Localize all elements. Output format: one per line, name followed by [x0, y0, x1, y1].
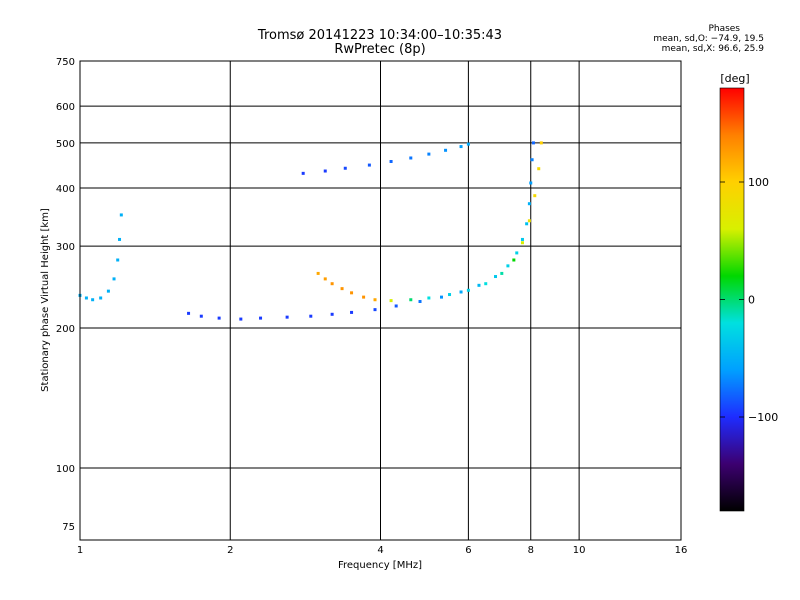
y-tick-label: 100: [56, 464, 75, 475]
data-point: [500, 271, 504, 275]
data-point: [459, 145, 463, 149]
phase-stats-x-mode: mean, sd,X: 96.6, 25.9: [661, 44, 764, 54]
scatter-points: [78, 141, 543, 321]
data-point: [301, 171, 305, 175]
data-point: [477, 283, 481, 287]
x-tick-label: 4: [377, 545, 383, 556]
data-point: [520, 237, 524, 241]
data-point: [531, 141, 535, 145]
data-point: [389, 299, 393, 303]
chart-subtitle: RwPretec (8p): [334, 42, 426, 57]
data-point: [466, 142, 470, 146]
y-tick-label: 400: [56, 184, 75, 195]
phase-stats-heading: Phases: [708, 24, 740, 34]
data-point: [506, 264, 510, 268]
data-point: [409, 156, 413, 160]
data-point: [350, 291, 354, 295]
data-point: [539, 141, 543, 145]
data-point: [525, 222, 529, 226]
data-point: [309, 314, 313, 318]
colorbar-tick-label: 0: [748, 294, 755, 307]
data-point: [484, 282, 488, 286]
x-tick-label: 16: [675, 545, 688, 556]
y-tick-labels: 75 100 200 300 400 500 600 750: [56, 57, 75, 533]
data-point: [99, 296, 103, 300]
y-axis-label: Stationary phase Virtual Height [km]: [40, 208, 51, 392]
data-point: [343, 166, 347, 170]
data-point: [340, 287, 344, 291]
y-tick-label: 500: [56, 139, 75, 150]
data-point: [187, 311, 191, 315]
data-point: [199, 314, 203, 318]
colorbar-tick-label: −100: [748, 411, 778, 424]
data-point: [330, 282, 334, 286]
data-point: [350, 310, 354, 314]
y-tick-label: 300: [56, 242, 75, 253]
data-point: [394, 304, 398, 308]
x-tick-label: 10: [573, 545, 586, 556]
data-point: [389, 159, 393, 163]
data-point: [533, 194, 537, 198]
data-point: [527, 219, 531, 223]
data-point: [239, 317, 243, 321]
data-point: [118, 237, 122, 241]
data-point: [323, 169, 327, 173]
data-point: [116, 258, 120, 262]
data-point: [494, 275, 498, 279]
colorbar-ticks: 100 0 −100: [720, 176, 778, 424]
data-point: [373, 308, 377, 312]
data-point: [527, 202, 531, 206]
data-point: [330, 312, 334, 316]
data-point: [285, 315, 289, 319]
data-point: [112, 277, 116, 281]
data-point: [537, 167, 541, 171]
data-point: [418, 299, 422, 303]
data-point: [529, 181, 533, 185]
data-point: [427, 152, 431, 156]
x-tick-label: 2: [227, 545, 233, 556]
data-point: [515, 251, 519, 255]
phase-stats-o-mode: mean, sd,O: −74.9, 19.5: [653, 34, 764, 44]
data-point: [520, 241, 524, 245]
data-point: [259, 316, 263, 320]
y-tick-label: 75: [62, 522, 75, 533]
y-tick-label: 600: [56, 102, 75, 113]
data-point: [409, 298, 413, 302]
data-point: [367, 163, 371, 167]
data-point: [84, 296, 88, 300]
data-point: [119, 213, 123, 217]
colorbar-unit-label: [deg]: [720, 72, 749, 85]
data-point: [217, 316, 221, 320]
data-point: [373, 298, 377, 302]
data-point: [444, 148, 448, 152]
data-point: [106, 289, 110, 293]
x-tick-labels: 1 2 4 6 8 10 16: [77, 545, 688, 556]
x-axis-label: Frequency [MHz]: [338, 560, 422, 571]
y-tick-label: 750: [56, 57, 75, 68]
plot-frame: [79, 60, 682, 541]
data-point: [448, 293, 452, 297]
data-point: [466, 288, 470, 292]
data-point: [459, 290, 463, 294]
x-tick-label: 6: [465, 545, 471, 556]
data-point: [323, 277, 327, 281]
data-point: [427, 296, 431, 300]
data-point: [91, 298, 95, 302]
colorbar-tick-label: 100: [748, 176, 769, 189]
data-point: [530, 158, 534, 162]
x-tick-label: 8: [528, 545, 534, 556]
data-point: [362, 295, 366, 299]
grid-lines: [80, 61, 681, 540]
chart-title: Tromsø 20141223 10:34:00–10:35:43: [257, 28, 503, 43]
data-point: [512, 258, 516, 262]
data-point: [316, 271, 320, 275]
x-tick-label: 1: [77, 545, 83, 556]
y-tick-label: 200: [56, 324, 75, 335]
data-point: [440, 295, 444, 299]
